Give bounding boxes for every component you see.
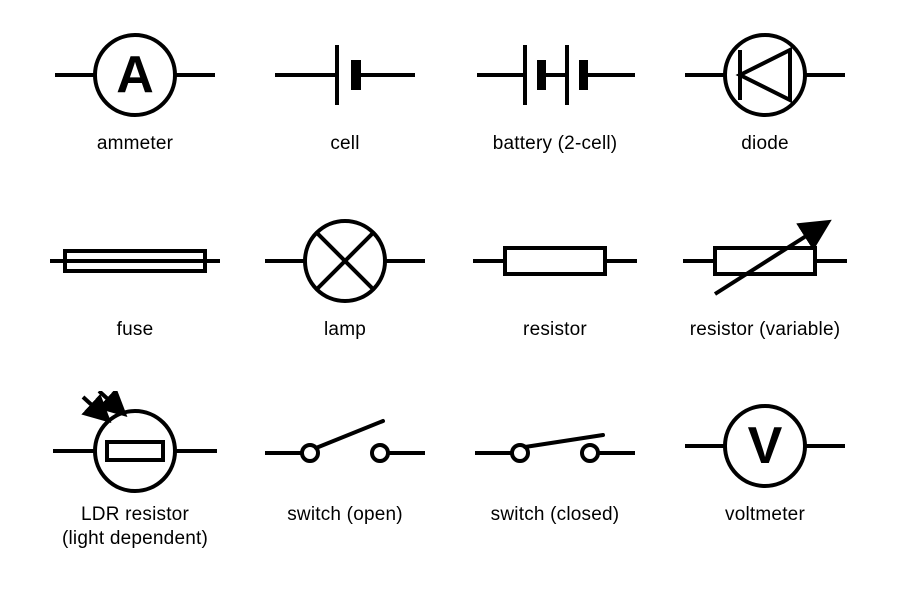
cell-switch-closed: switch (closed) bbox=[450, 391, 660, 577]
cell-switch-open: switch (open) bbox=[240, 391, 450, 577]
voltmeter-label: voltmeter bbox=[725, 503, 805, 527]
resistor-icon bbox=[465, 206, 645, 316]
cell-diode: diode bbox=[660, 20, 870, 206]
switch-open-label: switch (open) bbox=[287, 503, 403, 527]
fuse-label: fuse bbox=[117, 318, 154, 342]
voltmeter-icon: V bbox=[675, 391, 855, 501]
cell-label: cell bbox=[330, 132, 359, 156]
lamp-icon bbox=[255, 206, 435, 316]
ldr-label-line2: (light dependent) bbox=[62, 528, 208, 549]
lamp-label: lamp bbox=[324, 318, 366, 342]
ammeter-icon: A bbox=[45, 20, 225, 130]
cell-lamp: lamp bbox=[240, 206, 450, 392]
cell-resistor: resistor bbox=[450, 206, 660, 392]
ldr-label-line1: LDR resistor bbox=[81, 504, 189, 525]
battery-label: battery (2-cell) bbox=[493, 132, 618, 156]
switch-closed-icon bbox=[465, 391, 645, 501]
variable-resistor-label: resistor (variable) bbox=[690, 318, 841, 342]
svg-text:A: A bbox=[116, 46, 154, 104]
cell-battery: battery (2-cell) bbox=[450, 20, 660, 206]
cell-fuse: fuse bbox=[30, 206, 240, 392]
ammeter-label: ammeter bbox=[97, 132, 173, 156]
symbol-grid: A ammeter cell bbox=[0, 0, 900, 597]
switch-open-icon bbox=[255, 391, 435, 501]
cell-variable-resistor: resistor (variable) bbox=[660, 206, 870, 392]
battery-icon bbox=[465, 20, 645, 130]
ldr-label: LDR resistor (light dependent) bbox=[62, 503, 208, 551]
diode-icon bbox=[675, 20, 855, 130]
cell-ammeter: A ammeter bbox=[30, 20, 240, 206]
cell-voltmeter: V voltmeter bbox=[660, 391, 870, 577]
cell-icon bbox=[255, 20, 435, 130]
fuse-icon bbox=[45, 206, 225, 316]
cell-ldr: LDR resistor (light dependent) bbox=[30, 391, 240, 577]
cell-cell: cell bbox=[240, 20, 450, 206]
svg-text:V: V bbox=[748, 417, 783, 475]
diode-label: diode bbox=[741, 132, 789, 156]
switch-closed-label: switch (closed) bbox=[491, 503, 620, 527]
resistor-label: resistor bbox=[523, 318, 587, 342]
ldr-icon bbox=[45, 391, 225, 501]
variable-resistor-icon bbox=[675, 206, 855, 316]
